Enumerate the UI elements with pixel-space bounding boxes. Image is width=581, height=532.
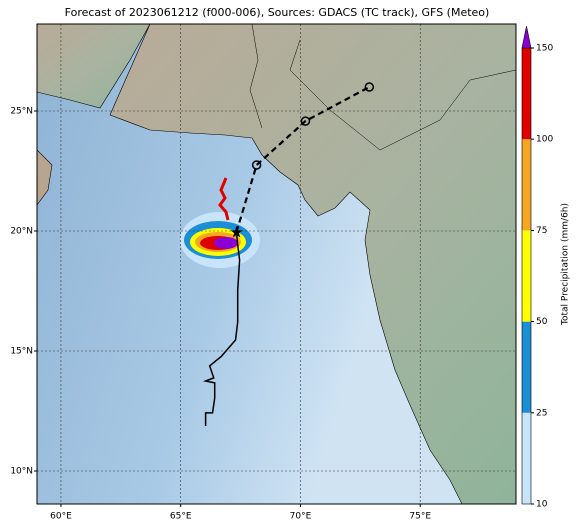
precipitation [180,212,260,268]
forecast-point [300,116,311,126]
y-tick-label: 10°N [10,467,33,477]
y-tick-label: 15°N [10,347,33,357]
colorbar-tick-label: 100 [536,135,553,145]
colorbar-segment [522,321,531,413]
forecast-point [251,160,262,170]
colorbar-extend [521,25,532,49]
colorbar-tick-label: 150 [536,44,553,54]
x-tick-label: 65°E [170,512,192,522]
colorbar-tick-label: 75 [536,226,547,236]
x-tick-label: 75°E [409,512,431,522]
storm-symbol: ★ [229,222,243,241]
map-area: ★ [37,24,516,504]
map-frame [36,23,517,505]
colorbar-segment [522,139,531,231]
colorbar-tick-label: 25 [536,408,547,418]
observed-track [202,231,241,426]
colorbar-label: Total Precipitation (mm/6h) [561,203,571,326]
land-arabia [37,149,53,206]
colorbar-segment [522,48,531,140]
land-oman [37,24,151,109]
rain-band [214,237,238,249]
chart-title: Forecast of 2023061212 (f000-006), Sourc… [65,6,490,19]
colorbar-segment [522,230,531,322]
x-tick-label: 70°E [290,512,312,522]
colorbar-segment [522,412,531,504]
colorbar-tick-label: 10 [536,500,548,510]
forecast-track [235,86,370,233]
colorbar-tick-label: 50 [536,317,548,327]
y-tick-label: 25°N [10,107,33,117]
x-tick-label: 60°E [50,512,72,522]
y-tick-label: 20°N [10,227,33,237]
forecast-point [364,82,375,92]
land-south-asia [109,24,516,504]
borders [249,24,516,151]
colorbar-frame [521,47,532,505]
ensemble-track [218,177,230,221]
